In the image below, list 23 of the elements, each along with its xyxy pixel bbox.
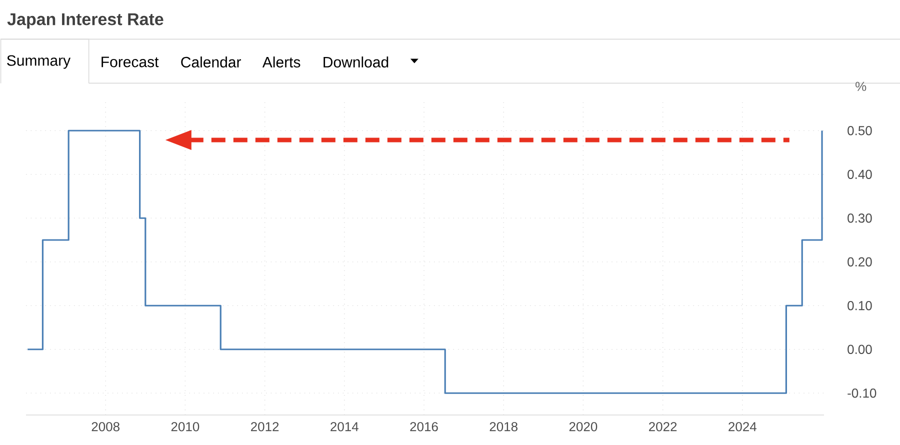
text: Forecast — [102, 56, 159, 68]
x-tick-label: 2010 — [171, 422, 200, 432]
chart-title: Japan Interest Rate — [7, 13, 164, 29]
x-tick-label: 2020 — [569, 422, 598, 432]
y-tick-label: 0.00 — [848, 344, 872, 354]
y-axis-title: % — [856, 82, 866, 91]
y-tick-label: 0.20 — [848, 257, 872, 266]
x-tick-label: 2022 — [649, 422, 677, 432]
x-tick-label: 2018 — [490, 422, 518, 432]
y-tick-label: 0.30 — [848, 214, 872, 223]
x-tick-label: 2012 — [251, 422, 279, 432]
y-tick-label: -0.10 — [848, 388, 876, 398]
x-tick-label: 2008 — [92, 422, 120, 432]
text: Download — [324, 56, 388, 68]
text: Alerts — [262, 56, 300, 68]
text: Calendar — [181, 56, 241, 68]
y-tick-label: 0.10 — [848, 301, 872, 310]
y-tick-label: 0.40 — [848, 170, 872, 179]
y-tick-label: 0.50 — [848, 126, 872, 136]
x-tick-label: 2016 — [410, 422, 438, 432]
text: Summary — [7, 55, 71, 69]
x-tick-label: 2024 — [728, 422, 756, 432]
x-tick-label: 2014 — [330, 422, 358, 432]
